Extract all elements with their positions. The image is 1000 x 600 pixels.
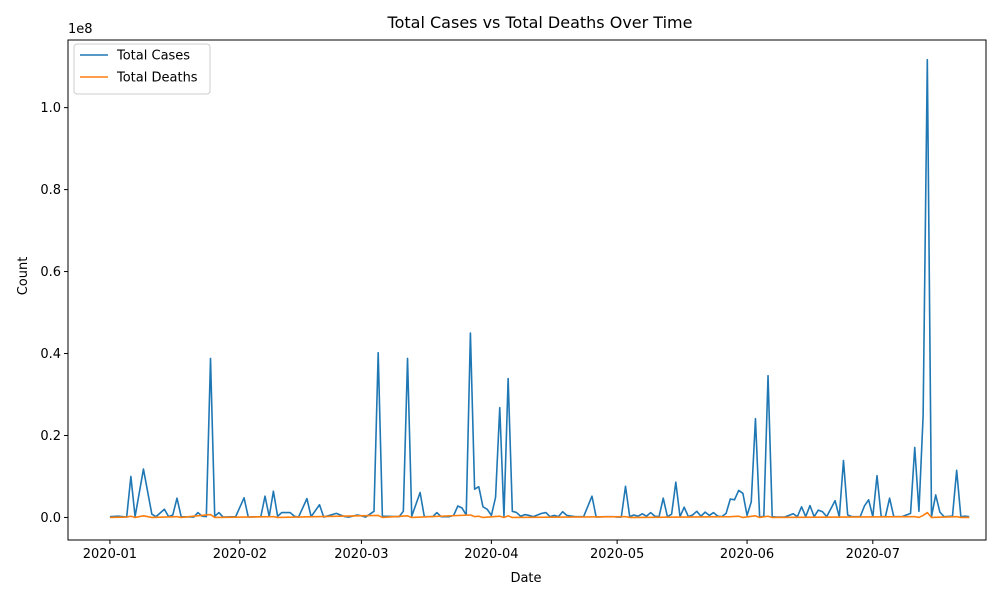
y-tick-label: 0.2 [40, 429, 61, 444]
y-tick-label: 0.8 [40, 183, 61, 198]
x-tick-label: 2020-02 [213, 547, 267, 562]
x-axis-label: Date [510, 571, 541, 586]
x-tick-label: 2020-04 [464, 547, 518, 562]
series-line-total-cases [109, 58, 970, 518]
axes-frame [67, 39, 987, 541]
y-scale-label: 1e8 [68, 22, 93, 37]
series-line-total-deaths [109, 511, 970, 519]
plot-area: 2020-01 2020-02 2020-03 2020-04 2020-05 2020-… [40, 39, 987, 562]
y-tick-label: 0.0 [40, 511, 61, 526]
chart-title: Total Cases vs Total Deaths Over Time [387, 13, 693, 32]
x-tick-label: 2020-06 [720, 547, 774, 562]
legend-entry: Total Deaths [116, 71, 198, 86]
x-tick-label: 2020-05 [590, 547, 644, 562]
legend-box [73, 43, 211, 95]
y-tick-label: 0.6 [40, 265, 61, 280]
x-tick-label: 2020-03 [334, 547, 388, 562]
x-tick-label: 2020-07 [846, 547, 900, 562]
y-tick-label: 1.0 [40, 101, 61, 116]
y-axis-label: Count [16, 257, 31, 296]
x-tick-label: 2020-01 [83, 547, 137, 562]
legend-entry: Total Cases [116, 49, 190, 64]
legend: Total Cases Total Deaths [73, 43, 211, 95]
y-tick-label: 0.4 [40, 347, 61, 362]
